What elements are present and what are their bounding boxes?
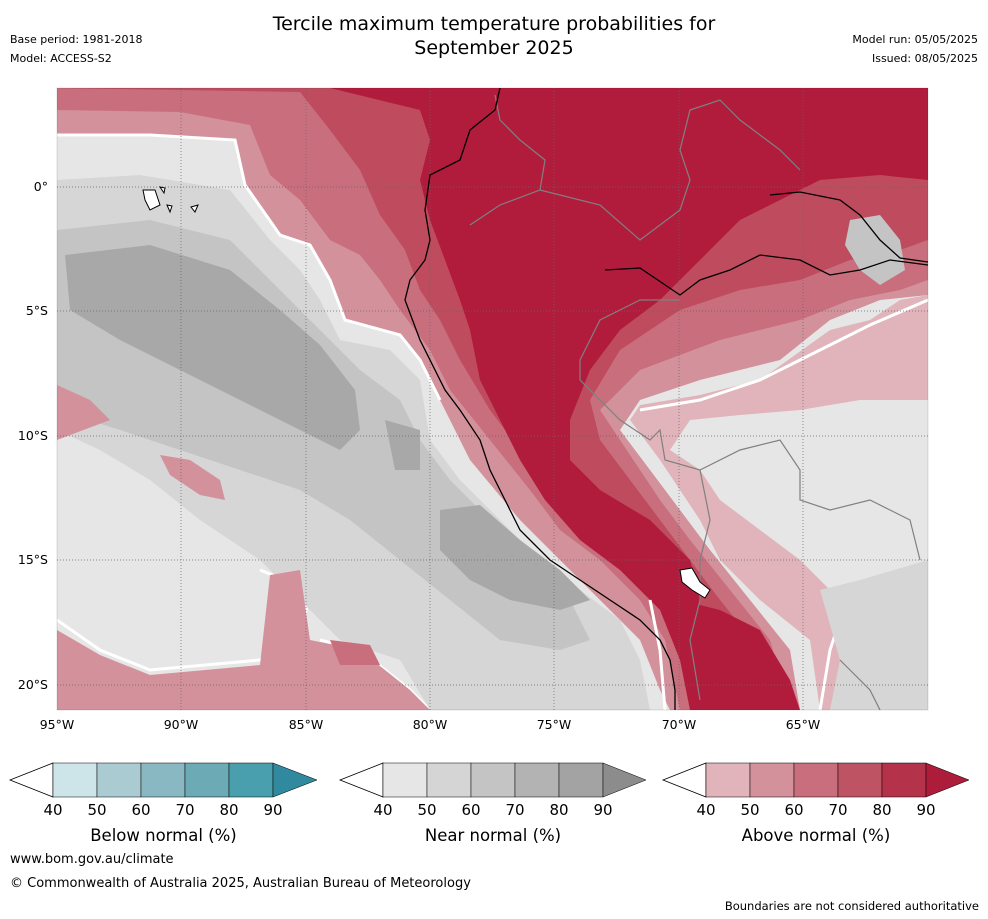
colorbar-above-normal-seg-40	[705, 762, 751, 798]
colorbar-near-normal-min-arrow	[338, 762, 384, 798]
colorbar-above-normal-max-arrow	[925, 762, 970, 798]
colorbar-below-normal-seg-80	[228, 762, 274, 798]
cb-above-tick-50: 50	[740, 801, 760, 819]
near-normal-field-white	[670, 400, 928, 600]
model-run: Model run: 05/05/2025	[852, 33, 978, 46]
lon-tick-80w: 80°W	[412, 717, 448, 732]
cb-near-tick-70: 70	[505, 801, 525, 819]
cb-above-tick-70: 70	[828, 801, 848, 819]
galapagos-islands	[142, 186, 199, 214]
near-normal-field-70	[65, 245, 360, 450]
colorbar-near-normal	[338, 762, 647, 798]
colorbar-near-normal-seg-50	[426, 762, 472, 798]
lon-tick-90w: 90°W	[163, 717, 199, 732]
isoline-boundary-4	[639, 298, 928, 412]
lake-titicaca	[679, 567, 711, 599]
colorbar-near-normal-seg-40	[382, 762, 428, 798]
model-name: Model: ACCESS-S2	[10, 52, 112, 65]
colorbar-near-normal-seg-70	[514, 762, 560, 798]
cb-below-tick-70: 70	[175, 801, 195, 819]
national-borders	[469, 94, 921, 710]
lat-tick-20s: 20°S	[17, 677, 48, 692]
colorbar-above-normal-seg-70	[837, 762, 883, 798]
cb-near-tick-60: 60	[461, 801, 481, 819]
cb-below-tick-50: 50	[87, 801, 107, 819]
lon-tick-70w: 70°W	[661, 717, 697, 732]
colorbar-below-normal-seg-70	[184, 762, 230, 798]
footer-copyright: © Commonwealth of Australia 2025, Austra…	[10, 876, 471, 891]
above-normal-patch-south-60	[330, 640, 380, 665]
map-title: Tercile maximum temperature probabilitie…	[0, 12, 988, 60]
colorbar-above-normal-label: Above normal (%)	[741, 826, 891, 845]
cb-above-tick-80: 80	[872, 801, 892, 819]
cb-below-tick-60: 60	[131, 801, 151, 819]
map-fields	[57, 88, 928, 710]
near-normal-field-70-b	[440, 505, 590, 610]
lat-tick-10s: 10°S	[17, 428, 48, 443]
isoline-boundary	[57, 133, 442, 401]
above-normal-patch-central	[160, 455, 225, 500]
above-normal-field-80	[330, 88, 928, 710]
colorbar-above-normal-seg-50	[749, 762, 795, 798]
colorbar-above-normal-seg-60	[793, 762, 839, 798]
cb-near-tick-50: 50	[417, 801, 437, 819]
cb-near-tick-40: 40	[373, 801, 393, 819]
colorbar-below-normal-seg-60	[140, 762, 186, 798]
near-normal-field-northeast	[845, 215, 905, 285]
lat-tick-0: 0°	[33, 179, 48, 194]
colorbar-below-normal-seg-40	[52, 762, 98, 798]
issued-date: Issued: 08/05/2025	[871, 52, 978, 65]
lon-tick-75w: 75°W	[536, 717, 572, 732]
colorbar-below-normal-label: Below normal (%)	[90, 826, 237, 845]
cb-near-tick-80: 80	[549, 801, 569, 819]
colorbar-above-normal-min-arrow	[661, 762, 707, 798]
cb-below-tick-90: 90	[263, 801, 283, 819]
cb-above-tick-40: 40	[696, 801, 716, 819]
cb-near-tick-90: 90	[593, 801, 613, 819]
near-normal-field-70-c	[385, 420, 420, 470]
coastline	[404, 88, 676, 710]
title-line-1: Tercile maximum temperature probabilitie…	[272, 13, 716, 35]
colorbars	[8, 762, 970, 798]
colorbar-below-normal-min-arrow	[8, 762, 54, 798]
near-normal-field-east	[820, 560, 928, 710]
cb-above-tick-90: 90	[916, 801, 936, 819]
above-normal-patch-west	[57, 385, 110, 440]
colorbar-below-normal-max-arrow	[272, 762, 318, 798]
lon-tick-65w: 65°W	[785, 717, 821, 732]
above-normal-field-80-south	[680, 600, 800, 710]
footer-note: Boundaries are not considered authoritat…	[724, 899, 979, 913]
cb-below-tick-80: 80	[219, 801, 239, 819]
footer-url: www.bom.gov.au/climate	[10, 852, 174, 867]
colorbar-near-normal-max-arrow	[602, 762, 647, 798]
colorbar-near-normal-seg-80	[558, 762, 604, 798]
lon-tick-95w: 95°W	[39, 717, 75, 732]
graticule	[57, 88, 928, 710]
base-period: Base period: 1981-2018	[10, 33, 143, 46]
colorbar-above-normal-seg-80	[881, 762, 927, 798]
cb-below-tick-40: 40	[43, 801, 63, 819]
map-frame	[56, 87, 929, 711]
colorbar-above-normal	[661, 762, 970, 798]
cb-above-tick-60: 60	[784, 801, 804, 819]
colorbar-near-normal-seg-60	[470, 762, 516, 798]
lon-tick-85w: 85°W	[288, 717, 324, 732]
title-line-2: September 2025	[414, 37, 574, 59]
colorbar-below-normal-seg-50	[96, 762, 142, 798]
colorbar-near-normal-label: Near normal (%)	[424, 826, 562, 845]
lat-tick-5s: 5°S	[25, 303, 48, 318]
colorbar-below-normal	[8, 762, 318, 798]
lat-tick-15s: 15°S	[17, 552, 48, 567]
above-normal-patch-south	[57, 570, 430, 710]
amazon-river-coast	[604, 191, 928, 296]
